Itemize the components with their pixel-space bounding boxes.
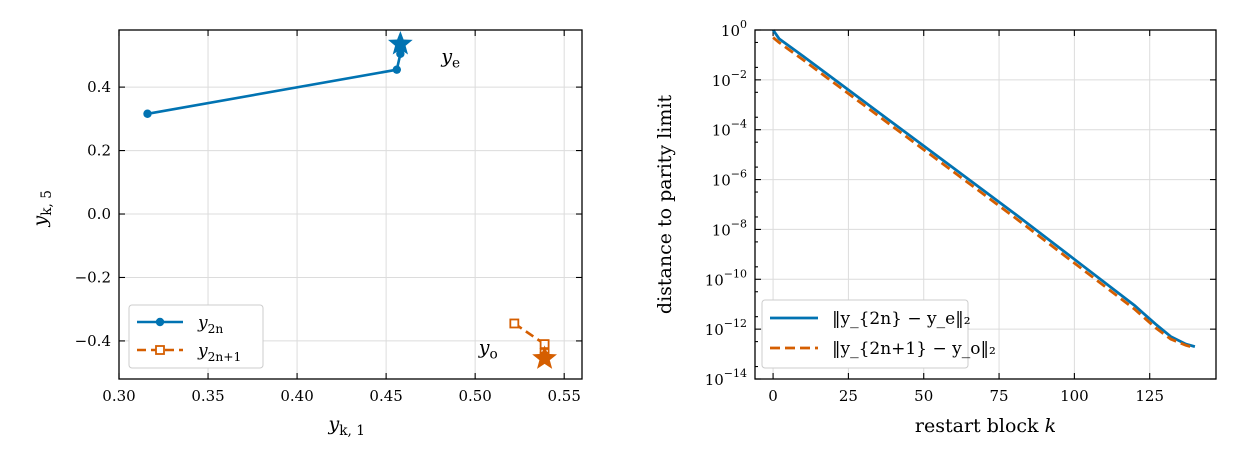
left-series-1-point	[509, 318, 520, 329]
left-legend-label-0: y2n	[197, 313, 223, 336]
right-xtick-label: 25	[839, 387, 858, 405]
right-ytick-label: 10−6	[712, 168, 747, 190]
right-ylabel: distance to parity limit	[654, 95, 676, 315]
right-series-line-0	[771, 29, 1196, 348]
left-legend-box	[128, 304, 264, 369]
right-xtick-label: 50	[914, 387, 933, 405]
left-legend-marker-0	[155, 317, 165, 327]
limit-annotation-0: ye	[440, 45, 460, 71]
left-axes-frame	[118, 29, 583, 380]
right-axes-frame	[754, 29, 1217, 380]
right-xtick-label: 75	[990, 387, 1009, 405]
left-legend-label-1: y2n+1	[197, 341, 241, 364]
right-ytick-label: 100	[721, 18, 747, 40]
right-xtick-label: 125	[1135, 387, 1164, 405]
right-ytick-label: 10−10	[705, 267, 747, 289]
left-ytick-label: −0.4	[75, 332, 111, 350]
left-series-0-point	[143, 109, 152, 118]
left-xlabel: yk, 1	[328, 413, 365, 439]
left-xtick-label: 0.35	[191, 387, 224, 405]
left-series-0-point	[392, 65, 401, 74]
left-xtick-label: 0.40	[280, 387, 313, 405]
right-series-line-1	[772, 36, 1196, 350]
right-ytick-label: 10−12	[705, 317, 747, 339]
right-ytick-label: 10−14	[705, 367, 747, 389]
left-xtick-label: 0.30	[102, 387, 135, 405]
left-xtick-label: 0.55	[547, 387, 580, 405]
limit-annotation-1: yo	[478, 337, 498, 363]
left-xtick-label: 0.45	[369, 387, 402, 405]
right-xlabel: restart block k	[915, 415, 1056, 437]
left-legend: y2n y2n+1	[128, 304, 264, 369]
right-xtick-label: 0	[768, 387, 778, 405]
left-ytick-label: 0.4	[87, 78, 111, 96]
left-chart: 0.30 0.35 0.40 0.45 0.50 0.55 −0.4 −0.2 0.0 0.2 0.…	[29, 29, 583, 439]
right-ytick-label: 10−8	[712, 217, 747, 239]
left-ytick-label: 0.0	[87, 205, 111, 223]
limit-star-0	[388, 31, 413, 55]
left-legend-marker-1	[155, 345, 165, 355]
limit-star-1	[532, 345, 557, 369]
right-xtick-label: 100	[1060, 387, 1089, 405]
left-series-line-0	[147, 44, 402, 116]
left-xtick-label: 0.50	[458, 387, 491, 405]
right-legend: ‖y_{2n} − y_e‖₂ ‖y_{2n+1} − y_o‖₂	[761, 299, 996, 369]
right-ytick-label: 10−2	[712, 68, 747, 90]
left-ytick-label: 0.2	[87, 142, 111, 160]
right-legend-label-0: ‖y_{2n} − y_e‖₂	[832, 309, 971, 329]
right-ytick-label: 10−4	[712, 118, 747, 140]
left-ylabel: yk, 5	[29, 190, 55, 227]
right-chart: 0 25 50 75 100 125 100 10−2 10−4 10−6 10−8 10−10 10−…	[654, 18, 1217, 437]
right-legend-label-1: ‖y_{2n+1} − y_o‖₂	[832, 339, 996, 359]
left-series-0-point	[396, 49, 405, 58]
left-ytick-label: −0.2	[75, 268, 111, 286]
